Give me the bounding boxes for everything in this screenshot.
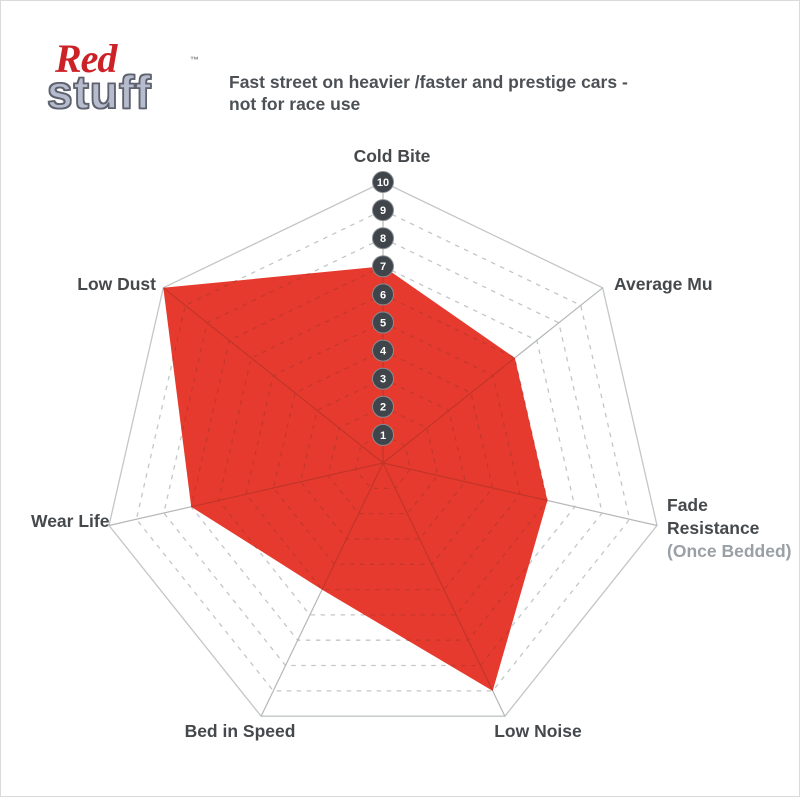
scale-badge-8 bbox=[372, 227, 394, 250]
scale-badge-7 bbox=[372, 255, 394, 278]
radar-grid-ring-2 bbox=[327, 406, 439, 515]
trademark-symbol: ™ bbox=[190, 55, 199, 65]
axis-label-bed-in-speed: Bed in Speed bbox=[185, 721, 296, 741]
radar-grid-ring-9 bbox=[163, 266, 548, 691]
chart-description: Fast street on heavier /faster and prest… bbox=[229, 71, 628, 115]
scale-badge-label-10: 10 bbox=[377, 177, 389, 189]
redstuff-logo: Red stuff ™ bbox=[46, 36, 199, 132]
description-line-2: not for race use bbox=[229, 94, 361, 114]
scale-badge-label-3: 3 bbox=[380, 374, 386, 386]
radar-grid-ring-8 bbox=[163, 237, 603, 667]
radar-axis-line-low-noise bbox=[382, 462, 506, 691]
scale-badge-1 bbox=[372, 423, 394, 446]
logo-red-text: Red bbox=[55, 36, 117, 81]
axis-label-subnote: (Once Bedded) bbox=[667, 541, 791, 561]
scale-badge-4 bbox=[372, 339, 394, 362]
axis-label-fade-resistance: Fade Resistance (Once Bedded) bbox=[667, 495, 791, 561]
scale-badge-5 bbox=[372, 311, 394, 334]
axis-labels: Cold Bite Average Mu Fade Resistance (Once B… bbox=[31, 146, 791, 741]
scale-badge-10 bbox=[372, 171, 394, 193]
radar-axis-line-wear-life bbox=[163, 462, 384, 527]
radar-axis-line-average-mu bbox=[382, 287, 548, 464]
radar-grid-ring-4 bbox=[272, 349, 494, 565]
logo-stuff-text: stuff bbox=[46, 66, 152, 118]
radar-axis-line-fade-resistance bbox=[382, 462, 548, 527]
scale-badge-6 bbox=[372, 283, 394, 306]
scale-badge-label-8: 8 bbox=[380, 233, 386, 245]
scale-badges: 1 2 3 4 5 6 7 8 9 10 bbox=[372, 171, 394, 446]
radar-grid-ring-5 bbox=[245, 321, 521, 591]
scale-badge-label-6: 6 bbox=[380, 289, 386, 301]
axis-label-average-mu: Average Mu bbox=[614, 274, 713, 294]
axis-label-low-dust: Low Dust bbox=[77, 274, 156, 294]
scale-badge-9 bbox=[372, 199, 394, 222]
radar-outer-boundary bbox=[108, 181, 658, 717]
performance-polygon bbox=[163, 266, 548, 691]
scale-badge-label-1: 1 bbox=[380, 430, 386, 442]
axis-label-wear-life: Wear Life bbox=[31, 511, 110, 531]
scale-badge-label-7: 7 bbox=[380, 261, 386, 273]
scale-badge-label-5: 5 bbox=[380, 317, 386, 329]
scale-badge-label-2: 2 bbox=[380, 402, 386, 414]
axis-label-low-noise: Low Noise bbox=[494, 721, 582, 741]
description-line-1: Fast street on heavier /faster and prest… bbox=[229, 72, 628, 92]
scale-badge-2 bbox=[372, 395, 394, 418]
radar-axis-line-low-dust bbox=[163, 287, 384, 464]
scale-badge-label-9: 9 bbox=[380, 205, 386, 217]
radar-grid-ring-1 bbox=[354, 434, 412, 489]
axis-label-cold-bite: Cold Bite bbox=[354, 146, 431, 166]
scale-badge-3 bbox=[372, 367, 394, 390]
scale-badge-label-4: 4 bbox=[380, 346, 387, 358]
